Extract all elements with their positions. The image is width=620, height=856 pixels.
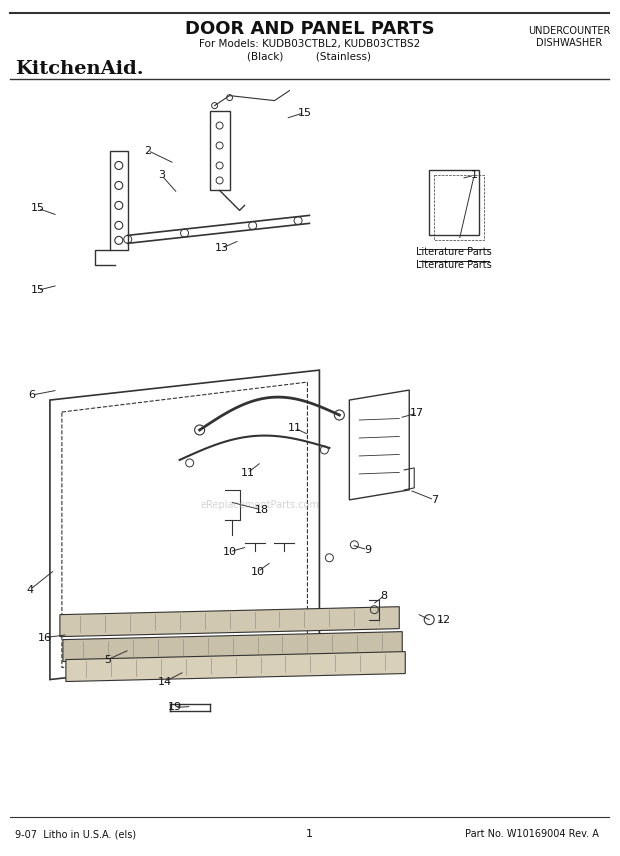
Text: 10: 10 <box>223 547 237 556</box>
Text: 6: 6 <box>29 390 35 400</box>
Text: 12: 12 <box>437 615 451 625</box>
Text: 17: 17 <box>410 408 424 418</box>
Polygon shape <box>60 607 399 637</box>
Text: 1: 1 <box>306 829 313 839</box>
Text: 10: 10 <box>250 567 265 577</box>
Text: 3: 3 <box>158 170 165 181</box>
Text: (Black)          (Stainless): (Black) (Stainless) <box>247 51 371 62</box>
Text: 16: 16 <box>38 633 52 643</box>
Text: 15: 15 <box>298 108 311 117</box>
Text: Part No. W10169004 Rev. A: Part No. W10169004 Rev. A <box>465 829 599 839</box>
Text: 4: 4 <box>27 585 33 595</box>
Text: DOOR AND PANEL PARTS: DOOR AND PANEL PARTS <box>185 20 434 38</box>
Bar <box>434 175 484 241</box>
Text: 9: 9 <box>364 544 371 555</box>
Text: 1: 1 <box>471 170 477 181</box>
Text: Literature Parts: Literature Parts <box>416 247 492 258</box>
Text: 19: 19 <box>167 703 182 712</box>
Text: 8: 8 <box>381 591 388 601</box>
Text: 15: 15 <box>31 204 45 213</box>
Text: KitchenAid.: KitchenAid. <box>15 60 144 78</box>
Text: 18: 18 <box>254 505 268 514</box>
Text: 15: 15 <box>31 285 45 295</box>
Text: 2: 2 <box>144 146 151 156</box>
Text: 11: 11 <box>241 468 255 478</box>
Text: 14: 14 <box>157 676 172 687</box>
Text: Literature Parts: Literature Parts <box>416 260 492 270</box>
Text: 9-07  Litho in U.S.A. (els): 9-07 Litho in U.S.A. (els) <box>15 829 136 839</box>
Polygon shape <box>66 651 405 681</box>
Text: 7: 7 <box>431 495 438 505</box>
Text: UNDERCOUNTER: UNDERCOUNTER <box>528 26 610 36</box>
Text: 5: 5 <box>104 655 112 664</box>
Text: For Models: KUDB03CTBL2, KUDB03CTBS2: For Models: KUDB03CTBL2, KUDB03CTBS2 <box>199 39 420 49</box>
Text: eReplacementParts.com: eReplacementParts.com <box>200 500 319 510</box>
Text: 11: 11 <box>288 423 301 433</box>
Polygon shape <box>63 632 402 662</box>
Bar <box>429 170 479 235</box>
Text: DISHWASHER: DISHWASHER <box>536 38 602 48</box>
Text: 13: 13 <box>215 243 229 253</box>
